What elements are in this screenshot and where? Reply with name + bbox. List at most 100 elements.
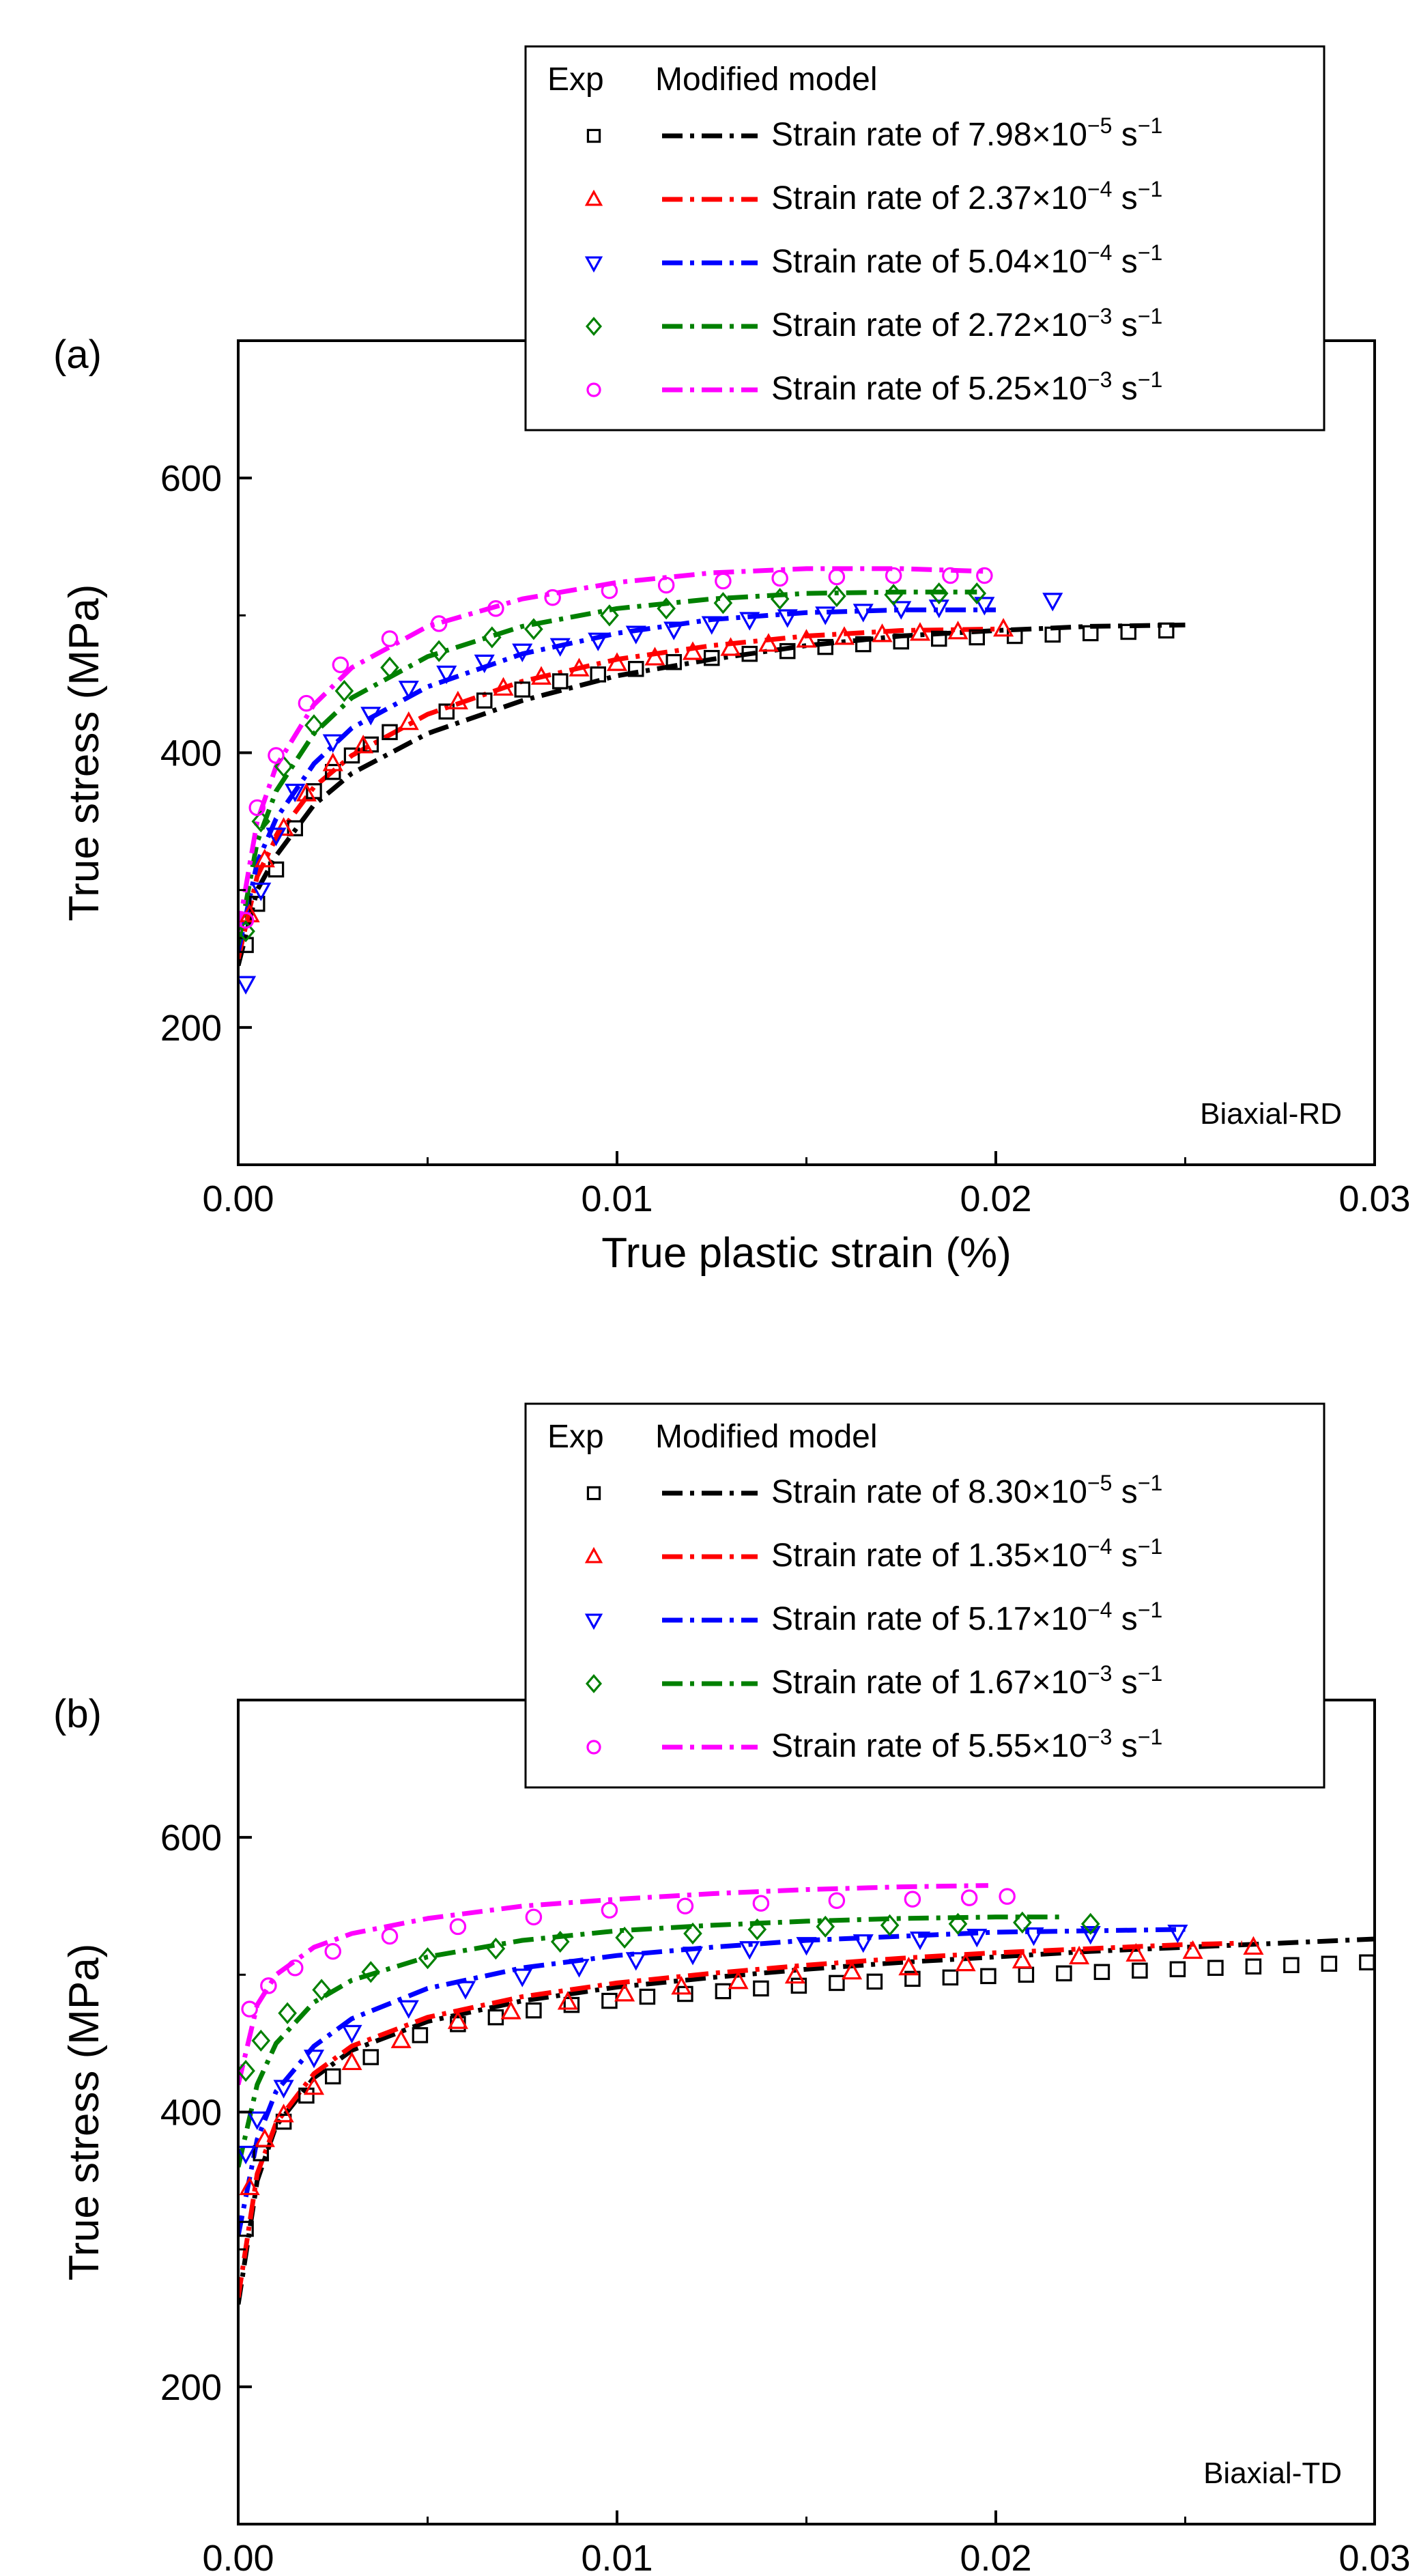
exp-point (429, 640, 448, 662)
exp-point (948, 1912, 968, 1936)
model-curve-4 (238, 1883, 988, 2086)
exp-point (238, 976, 257, 995)
exp-point (304, 714, 324, 737)
exp-point (942, 1969, 959, 1986)
model-curve-1 (238, 626, 997, 960)
y-tick-label: 200 (160, 1008, 222, 1049)
legend-label-superscript: −4 (1087, 177, 1112, 201)
exp-point (303, 2050, 325, 2069)
exp-point (784, 1965, 805, 1984)
exp-point (447, 690, 468, 710)
y-tick-label: 600 (160, 1817, 222, 1858)
exp-point (682, 641, 704, 660)
exp-point (524, 618, 543, 640)
legend-model-header: Modified model (655, 1419, 878, 1455)
exp-point (682, 1947, 704, 1966)
exp-point (976, 567, 993, 584)
exp-point (341, 2024, 362, 2044)
exp-point (486, 1938, 506, 1960)
exp-point (398, 711, 419, 731)
exp-point (322, 752, 343, 772)
exp-point (739, 1941, 760, 1960)
exp-point (980, 1968, 997, 1985)
exp-point (779, 642, 796, 660)
exp-point (747, 1918, 767, 1941)
exp-point (552, 673, 569, 690)
exp-point (625, 625, 646, 645)
exp-point (904, 1891, 921, 1908)
legend-label-text: Strain rate of 2.72×10 (771, 307, 1087, 343)
exp-point (353, 735, 374, 754)
legend-exp-header: Exp (547, 61, 604, 98)
exp-point (362, 2049, 379, 2065)
legend-label-text: Strain rate of 5.25×10 (771, 371, 1087, 407)
exp-point (1245, 1958, 1262, 1975)
exp-point (1321, 1955, 1338, 1972)
y-tick-label: 400 (160, 733, 222, 774)
exp-point (928, 599, 949, 619)
exp-point (1069, 1945, 1090, 1965)
exp-point (500, 2000, 521, 2020)
legend-marker (585, 1673, 603, 1694)
panel-label: (a) (53, 332, 102, 377)
exp-point (436, 665, 457, 685)
exp-point (273, 2104, 294, 2123)
exp-point (614, 1983, 635, 2002)
exp-point (544, 589, 561, 606)
exp-point (238, 2060, 255, 2082)
exp-point (929, 582, 949, 605)
legend-label-superscript: −1 (1138, 1598, 1162, 1622)
x-tick-label: 0.02 (960, 2538, 1031, 2576)
exp-point (325, 763, 341, 780)
y-axis-title: True stress (MPa) (61, 584, 108, 922)
exp-point (1167, 1925, 1188, 1944)
legend-label: Strain rate of 2.37×10−4 s−1 (771, 177, 1162, 216)
exp-point (550, 1930, 570, 1953)
exp-point (739, 612, 760, 631)
exp-point (796, 1937, 817, 1956)
y-tick-label: 600 (160, 458, 222, 499)
y-axis-title: True stress (MPa) (61, 1944, 108, 2281)
exp-point (728, 1970, 749, 1990)
exp-point (909, 622, 931, 641)
exp-point (254, 2128, 275, 2147)
exp-point (715, 572, 732, 590)
y-tick-label: 200 (160, 2367, 222, 2408)
exp-point (601, 1992, 618, 2009)
exp-point (715, 1983, 732, 2000)
legend-label-superscript: −5 (1087, 113, 1112, 138)
exp-point (842, 1961, 863, 1980)
legend-label: Strain rate of 5.55×10−3 s−1 (771, 1725, 1162, 1764)
exp-point (1243, 1936, 1264, 1955)
legend-label-superscript: −1 (1138, 113, 1162, 138)
exp-point (1169, 1961, 1186, 1978)
exp-point (1359, 1954, 1375, 1970)
exp-point (1093, 1964, 1110, 1981)
exp-point (1283, 1957, 1300, 1973)
exp-point (251, 810, 271, 833)
legend-label-text: Strain rate of 1.67×10 (771, 1665, 1087, 1701)
legend-item-3: Strain rate of 2.72×10−3 s−1 (585, 304, 1162, 343)
exp-point (676, 1897, 694, 1915)
exp-point (665, 653, 682, 670)
exp-point (398, 2000, 419, 2019)
legend-label-text: s (1112, 1601, 1137, 1637)
exp-point (487, 2009, 504, 2026)
exp-point (447, 2010, 468, 2029)
plot-frame (237, 1699, 1376, 2525)
exp-point (663, 621, 685, 640)
x-tick-label: 0.00 (202, 1178, 274, 1219)
panel-annotation: Biaxial-TD (1203, 2457, 1342, 2490)
legend-label-text: Strain rate of 2.37×10 (771, 180, 1087, 216)
legend-marker (586, 1486, 601, 1501)
exp-point (341, 2051, 362, 2071)
x-tick-label: 0.02 (960, 1178, 1031, 1219)
legend-label-superscript: −4 (1087, 1598, 1112, 1622)
exp-point (312, 1979, 331, 2001)
exp-point (390, 2029, 412, 2048)
exp-point (238, 2145, 257, 2165)
data-layer (238, 566, 1186, 995)
